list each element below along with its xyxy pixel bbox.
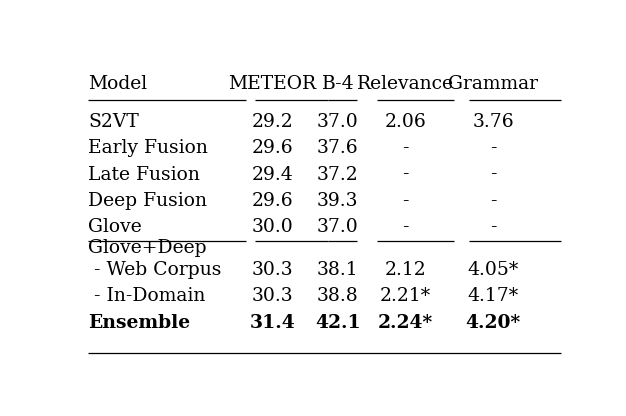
- Text: Deep Fusion: Deep Fusion: [88, 192, 207, 210]
- Text: -: -: [490, 218, 496, 236]
- Text: -: -: [490, 192, 496, 210]
- Text: 2.21*: 2.21*: [380, 287, 431, 305]
- Text: -: -: [490, 139, 496, 157]
- Text: Relevance: Relevance: [357, 74, 454, 92]
- Text: Ensemble: Ensemble: [88, 314, 190, 332]
- Text: 30.3: 30.3: [252, 261, 293, 279]
- Text: S2VT: S2VT: [88, 113, 139, 131]
- Text: -: -: [403, 166, 409, 183]
- Text: Early Fusion: Early Fusion: [88, 139, 208, 157]
- Text: -: -: [403, 139, 409, 157]
- Text: - In-Domain: - In-Domain: [88, 287, 205, 305]
- Text: Late Fusion: Late Fusion: [88, 166, 200, 183]
- Text: 30.3: 30.3: [252, 287, 293, 305]
- Text: -: -: [403, 192, 409, 210]
- Text: Model: Model: [88, 74, 147, 92]
- Text: 4.20*: 4.20*: [465, 314, 521, 332]
- Text: 29.6: 29.6: [252, 192, 293, 210]
- Text: Glove: Glove: [88, 218, 141, 236]
- Text: 29.2: 29.2: [252, 113, 293, 131]
- Text: 4.17*: 4.17*: [468, 287, 518, 305]
- Text: 29.4: 29.4: [252, 166, 293, 183]
- Text: 4.05*: 4.05*: [468, 261, 519, 279]
- Text: B-4: B-4: [322, 74, 354, 92]
- Text: 2.24*: 2.24*: [378, 314, 433, 332]
- Text: 38.8: 38.8: [317, 287, 359, 305]
- Text: 37.2: 37.2: [317, 166, 359, 183]
- Text: -: -: [490, 166, 496, 183]
- Text: METEOR: METEOR: [228, 74, 316, 92]
- Text: 31.4: 31.4: [249, 314, 295, 332]
- Text: 2.12: 2.12: [385, 261, 426, 279]
- Text: 37.6: 37.6: [317, 139, 359, 157]
- Text: 38.1: 38.1: [317, 261, 359, 279]
- Text: 3.76: 3.76: [472, 113, 514, 131]
- Text: Grammar: Grammar: [448, 74, 538, 92]
- Text: 37.0: 37.0: [317, 113, 359, 131]
- Text: 2.06: 2.06: [385, 113, 426, 131]
- Text: 42.1: 42.1: [315, 314, 361, 332]
- Text: 29.6: 29.6: [252, 139, 293, 157]
- Text: Glove+Deep: Glove+Deep: [88, 239, 207, 257]
- Text: -: -: [403, 218, 409, 236]
- Text: 30.0: 30.0: [252, 218, 293, 236]
- Text: 37.0: 37.0: [317, 218, 359, 236]
- Text: - Web Corpus: - Web Corpus: [88, 261, 222, 279]
- Text: 39.3: 39.3: [317, 192, 359, 210]
